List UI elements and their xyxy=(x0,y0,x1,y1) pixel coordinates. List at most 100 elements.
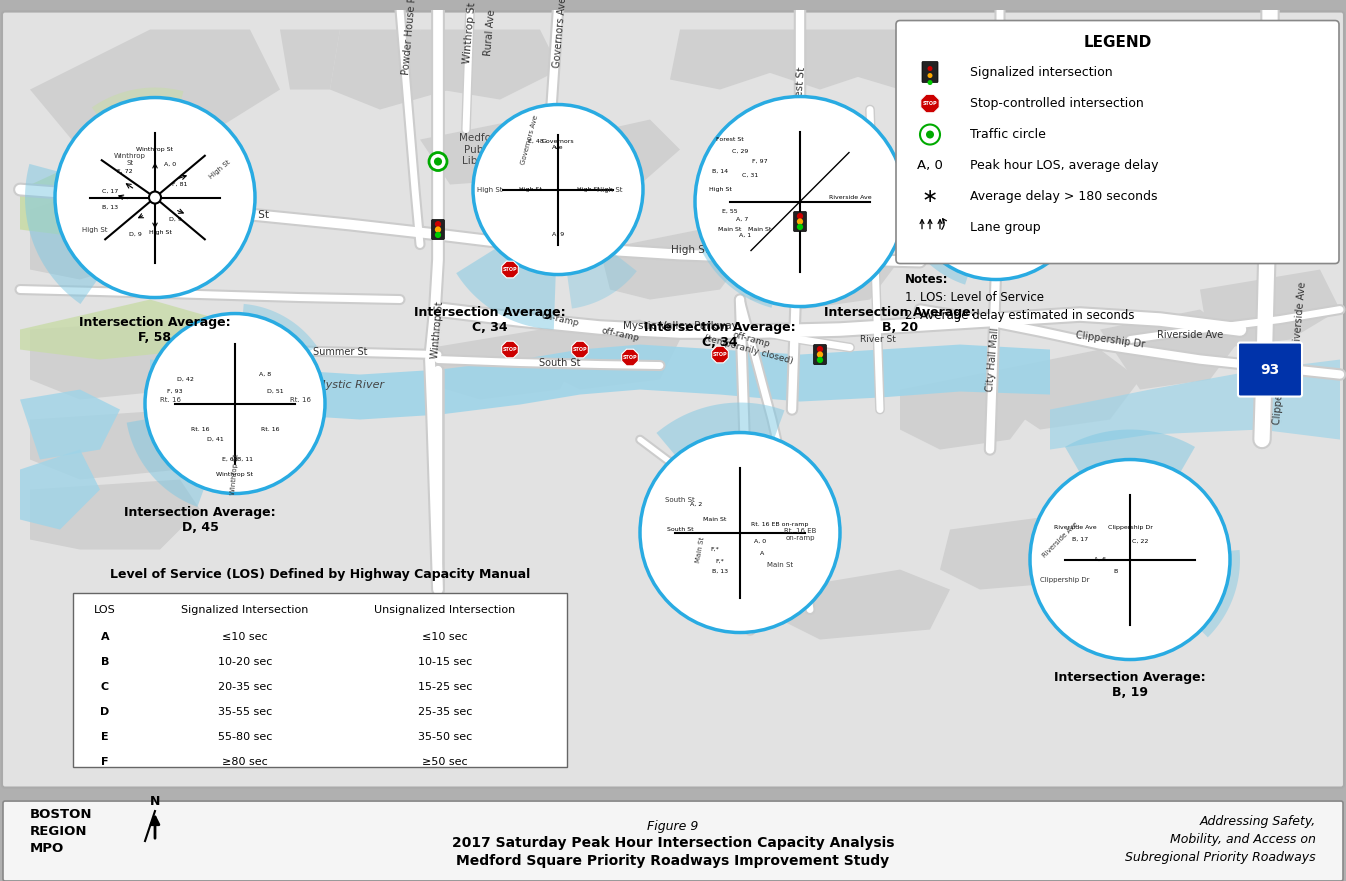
Text: B, 13: B, 13 xyxy=(102,205,118,210)
Text: Oakland St: Oakland St xyxy=(913,151,927,189)
Text: Intersection Average:
D, 45: Intersection Average: D, 45 xyxy=(124,506,276,534)
Text: Intersection Average:
B, 20: Intersection Average: B, 20 xyxy=(824,306,976,334)
Text: A, 2: A, 2 xyxy=(690,502,703,507)
Text: off-ramp
(temporarily closed): off-ramp (temporarily closed) xyxy=(703,323,797,366)
Text: Riverside Ave: Riverside Ave xyxy=(829,195,871,200)
Polygon shape xyxy=(26,164,155,304)
Polygon shape xyxy=(149,344,1050,419)
FancyBboxPatch shape xyxy=(432,219,444,240)
Circle shape xyxy=(927,80,933,85)
Circle shape xyxy=(927,73,933,78)
Text: ≤10 sec: ≤10 sec xyxy=(423,632,468,641)
Text: STOP: STOP xyxy=(623,355,637,360)
Text: ≥80 sec: ≥80 sec xyxy=(222,757,268,766)
Text: 1. LOS: Level of Service: 1. LOS: Level of Service xyxy=(905,291,1044,304)
FancyBboxPatch shape xyxy=(3,801,1343,881)
Text: C, 31: C, 31 xyxy=(742,173,758,178)
Polygon shape xyxy=(639,532,740,596)
Text: Lane group: Lane group xyxy=(970,221,1040,234)
Text: F, 72: F, 72 xyxy=(117,169,133,174)
Polygon shape xyxy=(127,403,236,507)
Text: 55-80 sec: 55-80 sec xyxy=(218,731,272,742)
Text: High St: High St xyxy=(232,210,269,219)
Polygon shape xyxy=(750,230,900,309)
Polygon shape xyxy=(20,130,230,240)
Text: Rt. 16: Rt. 16 xyxy=(289,396,311,403)
Text: B: B xyxy=(1113,569,1117,574)
Text: D, 9: D, 9 xyxy=(168,217,182,222)
Circle shape xyxy=(435,226,441,233)
Polygon shape xyxy=(921,94,940,113)
Text: Interstate 93
Exit 32: Interstate 93 Exit 32 xyxy=(1197,99,1264,121)
Text: Governors
Ave: Governors Ave xyxy=(541,139,575,150)
Circle shape xyxy=(817,357,824,363)
Text: B, 13: B, 13 xyxy=(712,569,728,574)
Text: C, 17: C, 17 xyxy=(102,189,118,194)
Circle shape xyxy=(993,221,999,227)
Polygon shape xyxy=(779,569,950,640)
Text: C: C xyxy=(101,682,109,692)
Text: South St: South St xyxy=(666,527,693,532)
FancyBboxPatch shape xyxy=(813,344,826,365)
Text: off-ramp: off-ramp xyxy=(600,326,639,343)
Text: Riverside Ave: Riverside Ave xyxy=(1156,329,1224,339)
Polygon shape xyxy=(1000,350,1140,430)
Text: Salem St: Salem St xyxy=(1028,230,1071,240)
Text: Notes:: Notes: xyxy=(905,273,949,286)
Circle shape xyxy=(797,224,804,230)
Text: Rt. 16: Rt. 16 xyxy=(159,396,180,403)
Polygon shape xyxy=(900,369,1040,449)
Polygon shape xyxy=(20,300,219,359)
Text: F: F xyxy=(101,757,109,766)
Text: Oakland St: Oakland St xyxy=(992,121,1008,159)
Text: E, 55: E, 55 xyxy=(723,209,738,214)
Circle shape xyxy=(797,213,804,219)
Text: High St: High St xyxy=(708,187,731,192)
Text: West St: West St xyxy=(132,286,168,297)
Polygon shape xyxy=(502,262,518,278)
Polygon shape xyxy=(950,30,1079,90)
Text: Unsignalized Intersection: Unsignalized Intersection xyxy=(374,604,516,615)
Text: Rt. 16 EB on-ramp: Rt. 16 EB on-ramp xyxy=(751,522,809,527)
Text: High St: High St xyxy=(209,159,232,180)
Circle shape xyxy=(993,216,999,222)
Text: LOS: LOS xyxy=(94,604,116,615)
Text: Main St: Main St xyxy=(719,227,742,232)
Polygon shape xyxy=(540,320,680,389)
Text: Summer St: Summer St xyxy=(312,346,367,357)
Text: Governors Ave: Governors Ave xyxy=(521,115,540,165)
Polygon shape xyxy=(1065,430,1195,559)
Text: Winthrop St: Winthrop St xyxy=(136,147,174,152)
Text: F, 81: F, 81 xyxy=(172,182,187,187)
Text: 35-50 sec: 35-50 sec xyxy=(417,731,472,742)
Polygon shape xyxy=(456,210,559,329)
Text: B: B xyxy=(101,656,109,667)
Text: Governors Ave: Governors Ave xyxy=(552,0,568,69)
Polygon shape xyxy=(900,60,1201,130)
Text: A, 7: A, 7 xyxy=(736,217,748,222)
Polygon shape xyxy=(30,169,201,279)
Circle shape xyxy=(926,130,934,138)
Text: Intersection Average:
F, 58: Intersection Average: F, 58 xyxy=(79,315,230,344)
Text: STOP: STOP xyxy=(712,352,727,357)
Circle shape xyxy=(695,97,905,307)
Text: City Hall Mall: City Hall Mall xyxy=(985,327,1001,392)
Text: Traffic circle: Traffic circle xyxy=(970,128,1046,141)
Text: Riverside Ave: Riverside Ave xyxy=(1054,525,1096,530)
Text: A, 0: A, 0 xyxy=(917,159,944,172)
FancyBboxPatch shape xyxy=(794,211,806,232)
Text: 93: 93 xyxy=(1260,363,1280,376)
Text: A: A xyxy=(760,551,765,556)
Text: F, 93: F, 93 xyxy=(167,389,183,394)
Polygon shape xyxy=(1100,309,1240,389)
Text: ≥50 sec: ≥50 sec xyxy=(423,757,468,766)
Text: Rt. 16 EB
on-ramp: Rt. 16 EB on-ramp xyxy=(783,528,816,541)
Text: High St: High St xyxy=(598,187,623,193)
Text: Clippership Dr: Clippership Dr xyxy=(1108,525,1152,530)
Text: B, 11: B, 11 xyxy=(237,457,253,462)
Polygon shape xyxy=(1050,30,1180,90)
Text: A, 8: A, 8 xyxy=(258,372,271,377)
Text: Addressing Safety,
Mobility, and Access on
Subregional Priority Roadways: Addressing Safety, Mobility, and Access … xyxy=(1125,815,1316,863)
Text: Intersection Average:
C, 34: Intersection Average: C, 34 xyxy=(415,306,565,334)
Text: A, 6: A, 6 xyxy=(1094,557,1106,562)
